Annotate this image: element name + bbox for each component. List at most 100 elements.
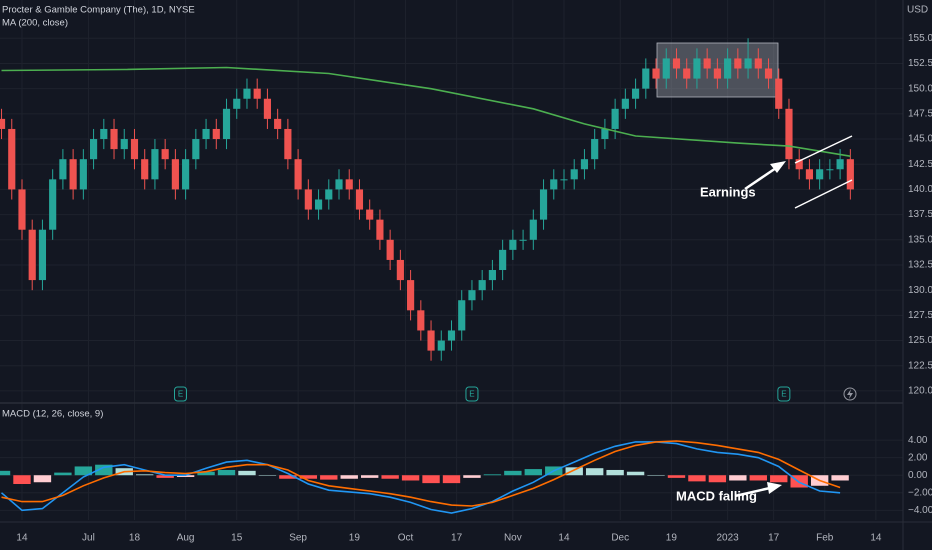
histogram-bar: [279, 475, 297, 479]
x-tick-label: 19: [349, 533, 361, 544]
histogram-bar: [463, 475, 481, 478]
candle-body: [120, 139, 128, 150]
candle-body: [274, 118, 282, 129]
event-icon: [843, 387, 857, 401]
histogram-bar: [156, 475, 174, 478]
candle-body: [141, 159, 149, 180]
candle-body: [499, 249, 507, 271]
y-tick-label: 150.00: [908, 83, 932, 94]
histogram-bar: [340, 475, 358, 479]
candle-body: [161, 149, 169, 160]
candle-body: [529, 219, 537, 240]
candle-body: [314, 199, 323, 210]
channel-line: [794, 135, 853, 164]
histogram-bar: [729, 475, 747, 481]
x-tick-label: 17: [768, 533, 780, 544]
candle-body: [427, 330, 435, 351]
x-tick-label: Aug: [177, 533, 195, 544]
arrow: [744, 166, 777, 191]
histogram-bar: [422, 475, 440, 484]
histogram-bar: [442, 475, 461, 484]
line: [1, 66, 851, 157]
candle-body: [182, 159, 190, 190]
candle-body: [621, 98, 629, 109]
histogram-bar: [13, 475, 31, 485]
histogram-bar: [483, 474, 502, 476]
candle-body: [386, 239, 394, 260]
histogram-bar: [770, 475, 788, 483]
candle-body: [642, 68, 650, 89]
candle-body: [8, 128, 16, 190]
x-tick-label: Oct: [398, 533, 414, 544]
x-tick-label: 14: [558, 533, 570, 544]
histogram-bar: [667, 475, 686, 478]
candle-body: [488, 270, 496, 281]
histogram-bar: [606, 469, 624, 476]
candle-body: [795, 159, 803, 170]
legend-entry: MA (200, close): [2, 18, 68, 29]
y-tick-label: 145.00: [908, 134, 932, 145]
y-tick-label: 125.00: [908, 335, 932, 346]
y-tick-label: 127.50: [908, 310, 932, 321]
y-tick-label: 140.00: [908, 184, 932, 195]
candle-body: [468, 290, 476, 301]
candle-body: [846, 159, 854, 190]
histogram-bar: [565, 467, 583, 476]
earnings-label: E: [781, 390, 786, 399]
histogram-bar: [33, 475, 52, 483]
y-tick-label: 132.50: [908, 260, 932, 271]
candle-body: [202, 128, 210, 140]
candle-body: [38, 229, 47, 281]
histogram-bar: [401, 475, 420, 481]
candle-body: [192, 139, 200, 160]
candle-body: [611, 108, 619, 129]
histogram-bar: [688, 475, 706, 482]
arrow: [734, 486, 771, 498]
y-tick-label: −2.00: [908, 487, 932, 498]
chart-title: Procter & Gamble Company (The), 1D, NYSE: [2, 5, 195, 16]
y-tick-label: 142.50: [908, 159, 932, 170]
y-tick-label: −4.00: [908, 505, 932, 516]
histogram-bar: [54, 472, 72, 476]
candle-body: [28, 229, 36, 281]
candle-body: [69, 159, 77, 190]
histogram-bar: [299, 475, 318, 479]
annotation: MACD falling: [676, 488, 757, 503]
x-tick-label: Jul: [82, 533, 95, 544]
histogram-bar: [0, 470, 11, 476]
histogram-bar: [585, 468, 604, 476]
candle-body: [396, 259, 404, 281]
line: [1, 440, 841, 507]
candle-body: [805, 169, 814, 180]
histogram-bar: [524, 469, 543, 476]
candle-body: [171, 159, 179, 190]
histogram-bar: [831, 475, 849, 481]
x-tick-label: 18: [129, 533, 141, 544]
candle-body: [407, 280, 415, 311]
candle-body: [836, 159, 844, 170]
candle-body: [130, 139, 139, 160]
candle-body: [345, 179, 353, 190]
candle-body: [560, 179, 568, 181]
candle-body: [151, 149, 159, 180]
y-tick-label: 147.50: [908, 108, 932, 119]
line: [0, 441, 841, 514]
candle-body: [284, 128, 292, 160]
candle-body: [631, 88, 640, 99]
earnings-marker: [777, 386, 791, 402]
x-tick-label: 17: [451, 533, 463, 544]
candle-body: [683, 68, 691, 79]
x-tick-label: 19: [666, 533, 678, 544]
y-tick-label: 120.00: [908, 386, 932, 397]
candle-body: [744, 58, 752, 69]
x-tick-label: Sep: [289, 533, 307, 544]
histogram-bar: [258, 475, 277, 476]
histogram-bar: [626, 471, 645, 476]
x-tick-label: 2023: [716, 533, 739, 544]
channel-line: [794, 179, 853, 209]
candle-body: [550, 179, 558, 190]
candle-body: [212, 128, 220, 140]
candle-body: [325, 189, 333, 200]
